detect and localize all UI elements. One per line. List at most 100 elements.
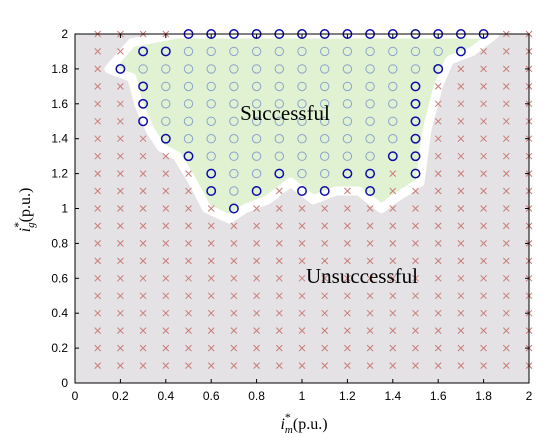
unsuccessful-point	[389, 327, 397, 334]
unsuccessful-point	[321, 344, 329, 352]
successful-point	[251, 168, 262, 179]
unsuccessful-point	[457, 222, 465, 230]
successful-point	[229, 168, 239, 179]
unsuccessful-point	[480, 100, 487, 108]
successful-point	[410, 98, 421, 109]
successful-point	[297, 116, 307, 127]
unsuccessful-point	[434, 327, 442, 334]
successful-point	[342, 81, 353, 92]
unsuccessful-point	[434, 222, 442, 230]
unsuccessful-point	[185, 327, 192, 334]
unsuccessful-point	[253, 344, 260, 352]
successful-point	[297, 81, 307, 92]
unsuccessful-point	[344, 240, 351, 247]
successful-point	[320, 151, 330, 161]
successful-point	[297, 99, 307, 109]
unsuccessful-point	[253, 222, 260, 230]
successful-point	[206, 151, 216, 161]
unsuccessful-point	[117, 152, 124, 160]
unsuccessful-point	[185, 292, 192, 300]
unsuccessful-point	[434, 117, 442, 125]
unsuccessful-point	[207, 274, 215, 282]
unsuccessful-point	[434, 205, 442, 212]
unsuccessful-point	[94, 170, 102, 177]
unsuccessful-point	[117, 327, 124, 334]
unsuccessful-point	[344, 309, 351, 317]
unsuccessful-point	[94, 327, 102, 334]
unsuccessful-point	[434, 292, 442, 300]
unsuccessful-point	[480, 187, 487, 195]
unsuccessful-point	[502, 135, 510, 143]
successful-point	[410, 168, 421, 179]
unsuccessful-point	[139, 170, 147, 177]
unsuccessful-point	[117, 274, 124, 282]
unsuccessful-point	[275, 292, 283, 300]
unsuccessful-point	[139, 327, 147, 334]
unsuccessful-point	[389, 170, 397, 177]
unsuccessful-point	[162, 187, 170, 195]
unsuccessful-point	[502, 117, 510, 125]
unsuccessful-point	[298, 344, 306, 352]
x-tick-label: 1.6	[430, 389, 447, 403]
unsuccessful-point	[117, 205, 124, 212]
unsuccessful-point	[502, 100, 510, 108]
successful-point	[388, 81, 398, 92]
unsuccessful-point	[457, 83, 465, 90]
unsuccessful-point	[502, 240, 510, 247]
successful-point	[138, 64, 148, 74]
unsuccessful-point	[412, 292, 419, 300]
unsuccessful-point	[94, 222, 102, 230]
unsuccessful-point	[412, 344, 419, 352]
unsuccessful-point	[162, 222, 170, 230]
unsuccessful-point	[162, 257, 170, 265]
successful-point	[229, 116, 239, 127]
annotation-successful: Successful	[240, 101, 330, 125]
unsuccessful-point	[117, 257, 124, 265]
unsuccessful-point	[94, 362, 102, 369]
unsuccessful-point	[457, 205, 465, 212]
successful-point	[229, 151, 239, 161]
successful-point	[297, 134, 307, 144]
unsuccessful-point	[321, 222, 329, 230]
unsuccessful-point	[117, 117, 124, 125]
unsuccessful-point	[162, 170, 170, 177]
successful-point	[410, 151, 421, 162]
unsuccessful-point	[366, 309, 374, 317]
successful-point	[206, 64, 216, 74]
unsuccessful-point	[480, 205, 487, 212]
successful-point	[410, 133, 421, 144]
unsuccessful-point	[275, 205, 283, 212]
unsuccessful-point	[389, 344, 397, 352]
successful-point	[387, 151, 398, 162]
y-tick-label: 1	[61, 202, 68, 216]
unsuccessful-point	[502, 222, 510, 230]
successful-point	[251, 46, 262, 57]
unsuccessful-point	[344, 257, 351, 265]
successful-point	[342, 116, 353, 127]
unsuccessful-point	[230, 344, 238, 352]
successful-point	[138, 81, 149, 92]
successful-point	[161, 116, 171, 127]
unsuccessful-point	[344, 327, 351, 334]
unsuccessful-point	[162, 292, 170, 300]
unsuccessful-point	[207, 222, 215, 230]
unsuccessful-point	[434, 240, 442, 247]
unsuccessful-point	[344, 222, 351, 230]
unsuccessful-point	[253, 274, 260, 282]
successful-point	[274, 99, 284, 109]
x-tick-label: 0.8	[248, 389, 265, 403]
successful-point	[274, 64, 284, 74]
unsuccessful-point	[389, 309, 397, 317]
unsuccessful-point	[253, 240, 260, 247]
unsuccessful-point	[230, 274, 238, 282]
x-tick-label: 1.2	[339, 389, 356, 403]
successful-point	[229, 186, 239, 196]
successful-point	[229, 64, 239, 74]
successful-point	[206, 81, 216, 92]
unsuccessful-point	[389, 187, 397, 195]
unsuccessful-point	[139, 187, 147, 195]
unsuccessful-point	[457, 292, 465, 300]
unsuccessful-point	[366, 362, 374, 369]
unsuccessful-point	[207, 344, 215, 352]
successful-point	[206, 168, 217, 179]
